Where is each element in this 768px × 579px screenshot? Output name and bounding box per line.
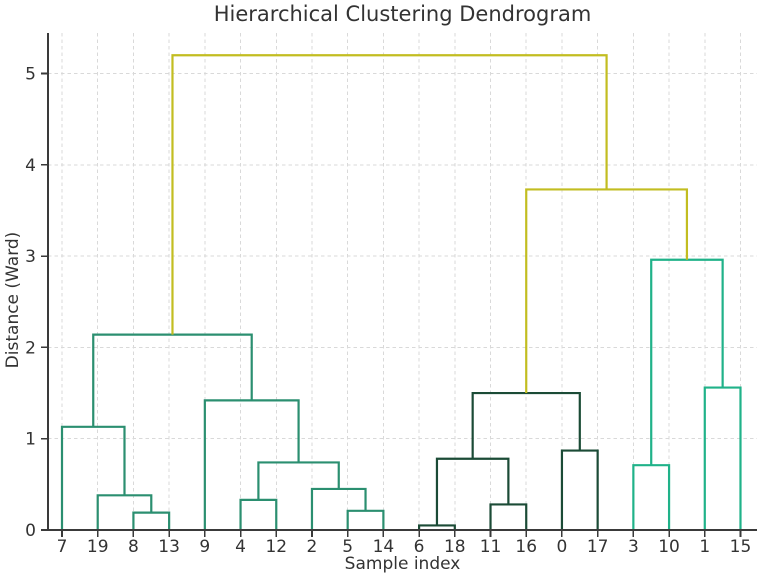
x-tick-label: 15 [730,537,752,557]
y-tick-label: 3 [25,247,36,267]
x-tick-label: 3 [628,537,639,557]
x-tick-label: 19 [87,537,109,557]
y-tick-label: 2 [25,338,36,358]
y-axis-label: Distance (Ward) [3,231,23,369]
x-tick-label: 10 [658,537,680,557]
dendrogram-link [60,425,126,530]
x-tick-label: 7 [57,537,68,557]
dendrogram-link [632,464,671,530]
x-tick-label: 0 [557,537,568,557]
x-tick-label: 6 [414,537,425,557]
dendrogram-link [239,498,278,530]
dendrogram-link [650,258,724,466]
x-tick-label: 17 [587,537,609,557]
x-tick-label: 12 [265,537,287,557]
x-axis-label: Sample index [344,554,461,574]
x-tick-label: 5 [342,537,353,557]
x-tick-label: 14 [373,537,395,557]
dendrogram-link [92,333,253,427]
y-tick-label: 4 [25,156,36,176]
dendrogram-link [525,188,689,394]
chart-title: Hierarchical Clustering Dendrogram [213,2,592,26]
dendrogram-link [310,487,367,530]
x-tick-label: 9 [199,537,210,557]
y-tick-label: 0 [25,521,36,541]
y-tick-label: 1 [25,430,36,450]
dendrogram-link [703,386,742,530]
dendrogram-link [203,399,300,530]
dendrogram-link [171,54,608,335]
dendrogram-link [132,511,171,530]
x-tick-label: 11 [480,537,502,557]
dendrogram-link [560,449,599,530]
dendrogram-link [489,503,528,530]
x-tick-label: 16 [515,537,537,557]
dendrogram-link [346,509,385,530]
y-tick-label: 5 [25,65,36,85]
x-tick-label: 13 [158,537,180,557]
dendrogram-link [257,461,340,500]
x-tick-label: 8 [128,537,139,557]
x-tick-label: 2 [307,537,318,557]
x-tick-label: 18 [444,537,466,557]
x-tick-label: 4 [235,537,246,557]
x-tick-label: 1 [699,537,710,557]
dendrogram-link [435,457,510,526]
